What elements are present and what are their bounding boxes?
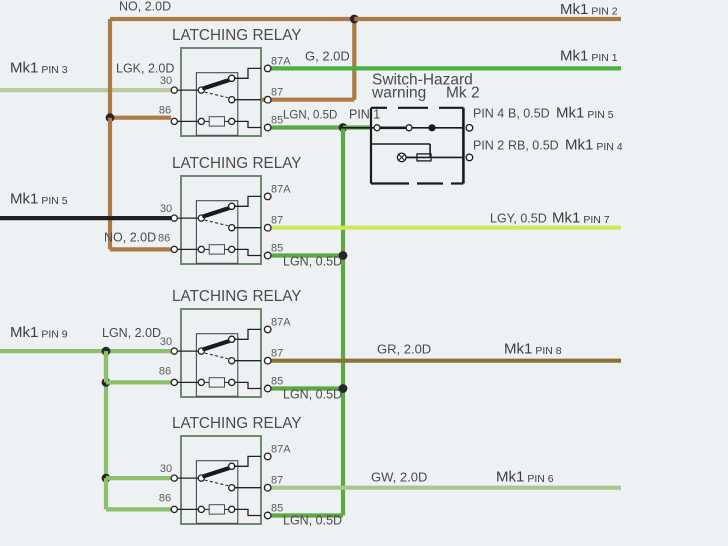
svg-text:PIN 4: PIN 4 — [473, 107, 504, 121]
svg-text:G, 2.0D: G, 2.0D — [305, 49, 350, 64]
svg-text:LATCHING RELAY: LATCHING RELAY — [172, 155, 302, 172]
svg-text:87A: 87A — [271, 183, 291, 195]
svg-text:LATCHING RELAY: LATCHING RELAY — [172, 27, 302, 44]
svg-text:GR, 2.0D: GR, 2.0D — [377, 342, 431, 357]
svg-text:85: 85 — [271, 243, 283, 255]
svg-text:87A: 87A — [271, 443, 291, 455]
svg-text:Mk 2: Mk 2 — [446, 85, 480, 102]
svg-text:GW, 2.0D: GW, 2.0D — [371, 470, 427, 485]
svg-text:NO, 2.0D: NO, 2.0D — [104, 230, 156, 244]
svg-text:30: 30 — [160, 203, 172, 215]
svg-text:85: 85 — [271, 376, 283, 388]
svg-text:NO, 2.0D: NO, 2.0D — [119, 0, 171, 14]
svg-text:87: 87 — [271, 87, 283, 99]
svg-text:85: 85 — [271, 115, 283, 127]
svg-text:30: 30 — [160, 75, 172, 87]
svg-text:87: 87 — [271, 215, 283, 227]
svg-text:86: 86 — [158, 232, 170, 244]
svg-text:87A: 87A — [271, 55, 291, 67]
svg-text:30: 30 — [160, 463, 172, 475]
svg-text:LGN, 0.5D: LGN, 0.5D — [283, 388, 342, 402]
svg-text:85: 85 — [271, 503, 283, 515]
svg-text:LGN, 0.5D: LGN, 0.5D — [283, 110, 337, 122]
svg-text:86: 86 — [159, 365, 171, 377]
svg-text:LATCHING RELAY: LATCHING RELAY — [172, 288, 302, 305]
svg-text:B, 0.5D: B, 0.5D — [508, 107, 550, 121]
svg-text:PIN 2: PIN 2 — [473, 139, 504, 153]
svg-text:LATCHING RELAY: LATCHING RELAY — [172, 415, 302, 432]
svg-text:LGK, 2.0D: LGK, 2.0D — [116, 62, 174, 76]
svg-text:86: 86 — [159, 492, 171, 504]
svg-text:LGN, 2.0D: LGN, 2.0D — [102, 326, 161, 340]
svg-text:RB, 0.5D: RB, 0.5D — [508, 139, 559, 153]
svg-text:LGY, 0.5D: LGY, 0.5D — [490, 212, 547, 226]
svg-text:LGN, 0.5D: LGN, 0.5D — [283, 255, 342, 269]
svg-text:87A: 87A — [271, 316, 291, 328]
svg-text:LGN, 0.5D: LGN, 0.5D — [283, 514, 342, 528]
svg-text:86: 86 — [159, 104, 171, 116]
svg-text:PIN 1: PIN 1 — [349, 108, 380, 122]
svg-text:30: 30 — [160, 336, 172, 348]
svg-text:87: 87 — [271, 348, 283, 360]
svg-text:warning: warning — [371, 85, 426, 102]
svg-text:87: 87 — [271, 475, 283, 487]
